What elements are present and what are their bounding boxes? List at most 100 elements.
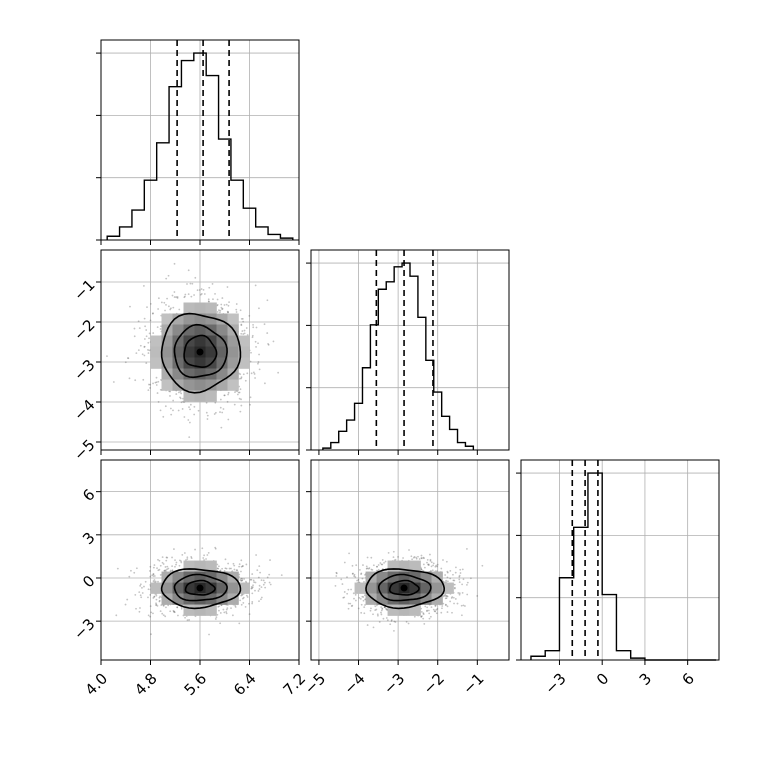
scatter-content-0-1 xyxy=(106,262,280,439)
histogram-0-frame xyxy=(100,39,300,241)
scatter-point xyxy=(251,601,254,603)
scatter-point xyxy=(429,615,432,618)
scatter-point xyxy=(159,595,161,598)
scatter-point xyxy=(165,556,168,559)
density-cell xyxy=(409,604,421,616)
scatter-point xyxy=(208,633,210,636)
scatter-point xyxy=(370,556,373,559)
scatter-point xyxy=(251,586,254,589)
density-cell xyxy=(216,593,228,605)
scatter-point xyxy=(352,572,354,575)
scatter-point xyxy=(381,559,384,561)
scatter-point xyxy=(243,329,246,332)
density-cell xyxy=(205,302,217,314)
scatter-point xyxy=(369,609,372,612)
scatter-point xyxy=(452,579,455,582)
density-cell xyxy=(172,571,184,583)
scatter-point xyxy=(244,379,247,382)
ytick-label-1-2: −3 xyxy=(70,356,98,384)
scatter-point xyxy=(240,377,243,380)
scatter-point xyxy=(407,622,410,625)
scatter-point xyxy=(171,570,174,572)
scatter-point xyxy=(152,597,155,599)
scatter-point xyxy=(384,560,387,563)
scatter-1-2-frame xyxy=(310,459,510,661)
scatter-point xyxy=(457,592,460,594)
scatter-point xyxy=(420,615,423,618)
scatter-point xyxy=(351,604,354,607)
scatter-point xyxy=(217,605,220,608)
scatter-point xyxy=(143,346,146,348)
scatter-point xyxy=(242,596,245,599)
scatter-point xyxy=(375,569,378,572)
contour-level-2 xyxy=(160,568,242,610)
density-cell xyxy=(183,582,195,594)
scatter-point xyxy=(449,569,452,572)
scatter-point xyxy=(233,564,236,567)
scatter-point xyxy=(459,572,462,574)
scatter-point xyxy=(422,613,425,616)
scatter-point xyxy=(434,610,437,613)
scatter-point xyxy=(171,556,173,559)
scatter-point xyxy=(366,624,369,626)
scatter-panel-1-2 xyxy=(306,459,510,665)
scatter-point xyxy=(254,589,256,592)
scatter-point xyxy=(250,351,252,354)
scatter-point xyxy=(188,421,191,424)
scatter-point xyxy=(202,288,205,291)
scatter-point xyxy=(167,305,170,308)
scatter-point xyxy=(151,312,154,315)
density-cell xyxy=(387,582,399,594)
scatter-point xyxy=(227,304,230,307)
xtick-label-1-2: −3 xyxy=(380,670,408,698)
scatter-point xyxy=(216,311,219,313)
scatter-point xyxy=(343,561,346,564)
scatter-point xyxy=(240,570,242,573)
scatter-point xyxy=(242,333,245,335)
scatter-point xyxy=(239,377,241,380)
scatter-point xyxy=(142,378,145,381)
scatter-point xyxy=(133,335,136,338)
scatter-point xyxy=(145,329,148,331)
scatter-point xyxy=(444,574,447,576)
scatter-point xyxy=(138,591,141,594)
scatter-point xyxy=(232,562,235,565)
scatter-point xyxy=(470,577,472,580)
scatter-point xyxy=(346,576,348,578)
scatter-point xyxy=(258,368,261,371)
scatter-point xyxy=(250,578,253,581)
scatter-point xyxy=(426,610,428,612)
scatter-point xyxy=(129,305,131,308)
scatter-point xyxy=(442,595,445,598)
scatter-point xyxy=(191,282,194,285)
scatter-point xyxy=(155,604,157,607)
scatter-point xyxy=(334,585,337,587)
density-cell xyxy=(161,368,173,380)
scatter-point xyxy=(222,608,225,611)
scatter-point xyxy=(422,563,425,566)
scatter-point xyxy=(358,568,361,571)
density-cell xyxy=(194,313,206,325)
scatter-point xyxy=(241,317,244,320)
scatter-point xyxy=(137,349,140,352)
scatter-point xyxy=(269,559,271,561)
scatter-point xyxy=(446,571,449,574)
scatter-point xyxy=(433,610,436,613)
density-cell xyxy=(227,357,239,369)
density-cell xyxy=(194,368,206,380)
scatter-point xyxy=(208,286,211,289)
scatter-point xyxy=(225,567,228,570)
scatter-point xyxy=(371,568,374,571)
scatter-point xyxy=(341,583,344,585)
scatter-point xyxy=(420,554,423,557)
scatter-point xyxy=(166,297,168,300)
scatter-point xyxy=(152,566,155,569)
scatter-point xyxy=(144,580,147,583)
scatter-point xyxy=(461,591,464,594)
scatter-point xyxy=(356,579,359,582)
scatter-point xyxy=(154,580,157,583)
scatter-point xyxy=(389,623,392,626)
scatter-point xyxy=(187,293,190,296)
density-cell xyxy=(216,571,228,583)
scatter-point xyxy=(436,563,439,566)
